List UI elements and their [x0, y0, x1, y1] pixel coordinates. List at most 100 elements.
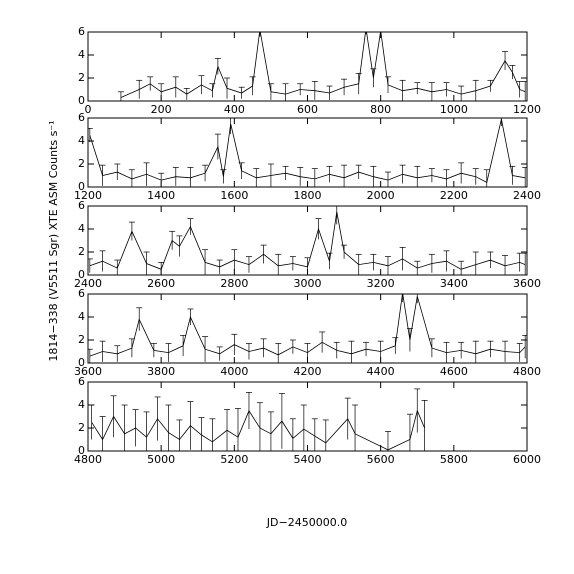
- error-bar: [253, 168, 260, 187]
- error-bar: [198, 417, 205, 451]
- error-bar: [348, 340, 355, 363]
- error-bar: [259, 32, 261, 37]
- error-bar: [238, 86, 245, 99]
- error-bar: [214, 133, 221, 160]
- error-bar: [414, 165, 421, 187]
- error-bar: [231, 249, 238, 271]
- error-bar: [121, 404, 128, 451]
- error-bar: [363, 341, 370, 357]
- y-tick-label: 4: [78, 48, 85, 61]
- error-bar: [487, 340, 494, 358]
- x-tick-label: 5600: [367, 453, 395, 466]
- x-tick-label: 3000: [294, 277, 322, 290]
- error-bar: [522, 81, 527, 101]
- error-bar: [172, 76, 179, 98]
- error-bar: [249, 76, 256, 96]
- error-bar: [297, 167, 304, 186]
- error-bar: [256, 402, 263, 451]
- error-bar: [384, 171, 391, 187]
- error-bar: [128, 221, 135, 241]
- x-tick-label: 1200: [513, 103, 541, 116]
- error-bar: [187, 167, 194, 187]
- error-bar: [88, 404, 95, 440]
- error-bar: [443, 82, 450, 97]
- x-tick-label: 400: [224, 103, 245, 116]
- error-bar: [326, 252, 333, 270]
- error-bar: [150, 343, 157, 358]
- error-bar: [487, 79, 494, 92]
- error-bar: [128, 338, 135, 358]
- error-bar: [355, 253, 362, 275]
- error-bar: [132, 409, 139, 447]
- error-bar: [326, 85, 333, 100]
- error-bar: [355, 164, 362, 179]
- error-bar: [275, 253, 282, 275]
- error-bar: [341, 244, 348, 259]
- y-tick-label: 0: [78, 356, 85, 369]
- error-bar: [209, 418, 216, 451]
- error-bar: [399, 164, 406, 184]
- error-bar: [399, 247, 406, 271]
- x-tick-label: 600: [297, 103, 318, 116]
- error-bar: [289, 256, 296, 271]
- x-axis-label: JD−2450000.0: [266, 516, 347, 529]
- x-tick-label: 4800: [74, 453, 102, 466]
- error-bar: [406, 413, 413, 451]
- error-bar: [209, 83, 216, 98]
- light-curve: [120, 32, 526, 98]
- error-bar: [333, 341, 340, 359]
- error-bar: [384, 431, 391, 451]
- error-bar: [278, 393, 285, 449]
- error-bar: [522, 167, 527, 187]
- error-bar: [311, 168, 318, 187]
- error-bar: [169, 230, 176, 250]
- error-bar: [114, 345, 121, 362]
- y-tick-label: 0: [78, 94, 85, 107]
- y-tick-label: 0: [78, 444, 85, 457]
- error-bar: [416, 294, 418, 304]
- y-axis-label: 1814−338 (V5511 Sgr) XTE ASM Counts s⁻¹: [47, 120, 60, 361]
- error-bar: [399, 79, 406, 101]
- error-bar: [344, 397, 351, 440]
- error-bar: [355, 73, 362, 95]
- x-tick-label: 6000: [513, 453, 541, 466]
- x-tick-label: 1200: [74, 189, 102, 202]
- y-tick-label: 4: [78, 222, 85, 235]
- error-bar: [458, 341, 465, 359]
- error-bar: [443, 341, 450, 363]
- x-tick-label: 4600: [440, 365, 468, 378]
- error-bar: [267, 163, 274, 187]
- error-bar: [114, 259, 121, 275]
- x-tick-label: 0: [85, 103, 92, 116]
- error-bar: [187, 218, 194, 235]
- light-curve: [89, 294, 526, 357]
- error-bar: [99, 164, 106, 186]
- y-tick-label: 6: [78, 25, 85, 38]
- error-bar: [136, 79, 143, 99]
- error-bar: [311, 418, 318, 451]
- error-bar: [176, 235, 183, 257]
- error-bar: [509, 64, 516, 80]
- x-tick-label: 5400: [294, 453, 322, 466]
- x-tick-label: 1600: [220, 189, 248, 202]
- error-bar: [502, 255, 509, 275]
- error-bar: [421, 400, 428, 451]
- error-bar: [472, 251, 479, 275]
- error-bar: [202, 164, 209, 182]
- error-bar: [99, 250, 106, 272]
- error-bar: [143, 411, 150, 451]
- y-tick-label: 4: [78, 310, 85, 323]
- error-bar: [443, 250, 450, 272]
- error-bar: [402, 294, 403, 303]
- error-bar: [231, 333, 238, 355]
- error-bar: [110, 395, 117, 438]
- y-tick-label: 6: [78, 375, 85, 388]
- error-bar: [88, 128, 93, 143]
- x-tick-label: 2600: [147, 277, 175, 290]
- error-bar: [458, 260, 465, 275]
- error-bar: [443, 169, 450, 187]
- error-bar: [502, 340, 509, 362]
- y-tick-label: 6: [78, 111, 85, 124]
- x-tick-label: 4800: [513, 365, 541, 378]
